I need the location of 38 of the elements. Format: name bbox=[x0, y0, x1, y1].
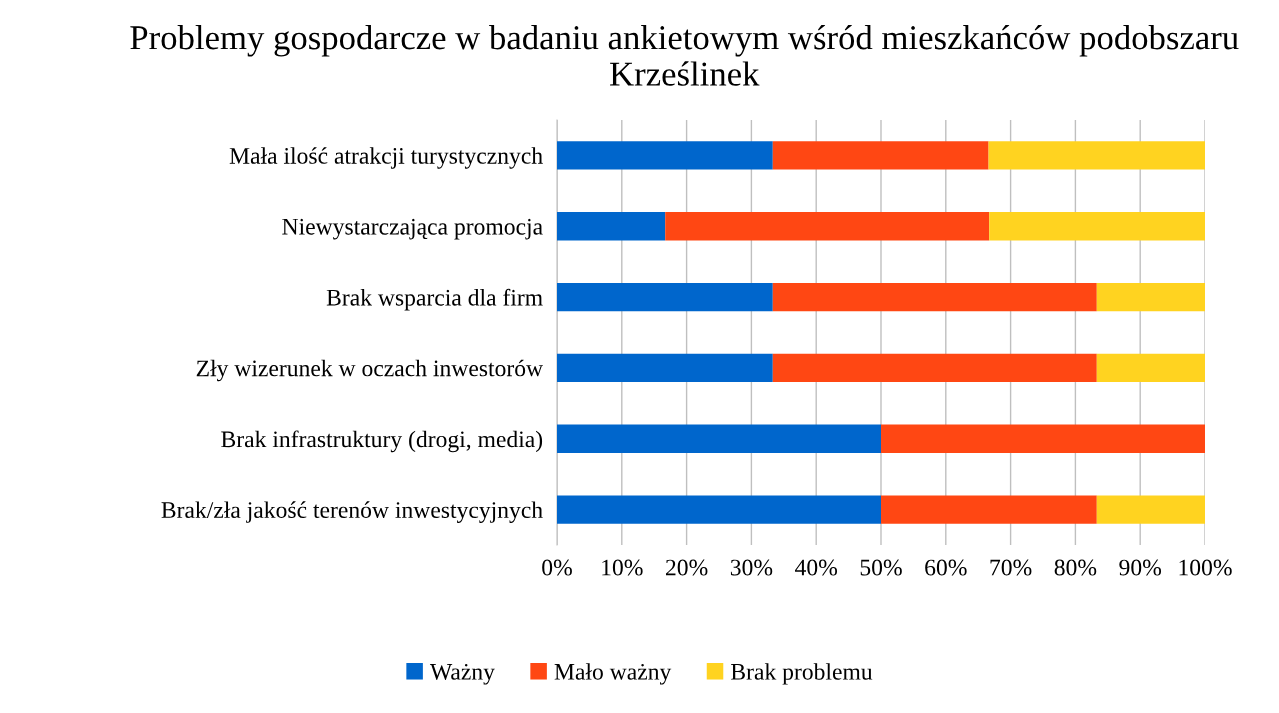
bar bbox=[557, 141, 773, 170]
bar bbox=[557, 424, 881, 453]
x-tick-label: 80% bbox=[1054, 559, 1097, 576]
legend-label: Ważny bbox=[429, 663, 495, 685]
bar bbox=[772, 282, 1097, 312]
bar bbox=[1096, 495, 1205, 524]
bar bbox=[988, 141, 1205, 170]
x-tick-label: 100% bbox=[1179, 559, 1232, 576]
bar bbox=[1096, 353, 1205, 383]
bar bbox=[665, 212, 990, 241]
chart-title: Problemy gospodarcze w badaniu ankietowym wśród mieszkańców podobszaru Krześlinek bbox=[130, 24, 1239, 86]
bar bbox=[557, 212, 666, 241]
x-tick-label: 40% bbox=[795, 559, 838, 576]
bar bbox=[557, 282, 773, 312]
x-tick-label: 60% bbox=[925, 559, 967, 576]
y-tick-label: Brak/zła jakość terenów inwestycyjnych bbox=[161, 501, 543, 523]
x-tick-label: 50% bbox=[860, 559, 902, 576]
x-tick-label: 0% bbox=[542, 559, 572, 576]
bar bbox=[557, 495, 881, 524]
y-tick-label: Brak wsparcia dla firm bbox=[326, 288, 543, 311]
x-tick-label: 70% bbox=[990, 559, 1032, 576]
bar bbox=[989, 212, 1205, 241]
bar bbox=[1096, 282, 1205, 312]
legend-label: Mało ważny bbox=[554, 663, 672, 685]
bar bbox=[881, 495, 1097, 524]
bar bbox=[772, 141, 989, 170]
y-tick-label: Mała ilość atrakcji turystycznych bbox=[229, 147, 543, 169]
y-tick-label: Zły wizerunek w oczach inwestorów bbox=[196, 359, 543, 382]
x-tick-label: 90% bbox=[1119, 559, 1162, 576]
bar bbox=[557, 353, 773, 383]
x-tick-label: 20% bbox=[666, 559, 708, 576]
bar bbox=[881, 424, 1205, 453]
y-tick-label: Niewystarczająca promocja bbox=[282, 218, 543, 240]
bar bbox=[772, 353, 1097, 383]
y-tick-label: Brak infrastruktury (drogi, media) bbox=[221, 430, 543, 453]
x-tick-label: 10% bbox=[602, 559, 643, 576]
x-tick-label: 30% bbox=[730, 559, 773, 576]
legend-label: Brak problemu bbox=[731, 663, 873, 685]
